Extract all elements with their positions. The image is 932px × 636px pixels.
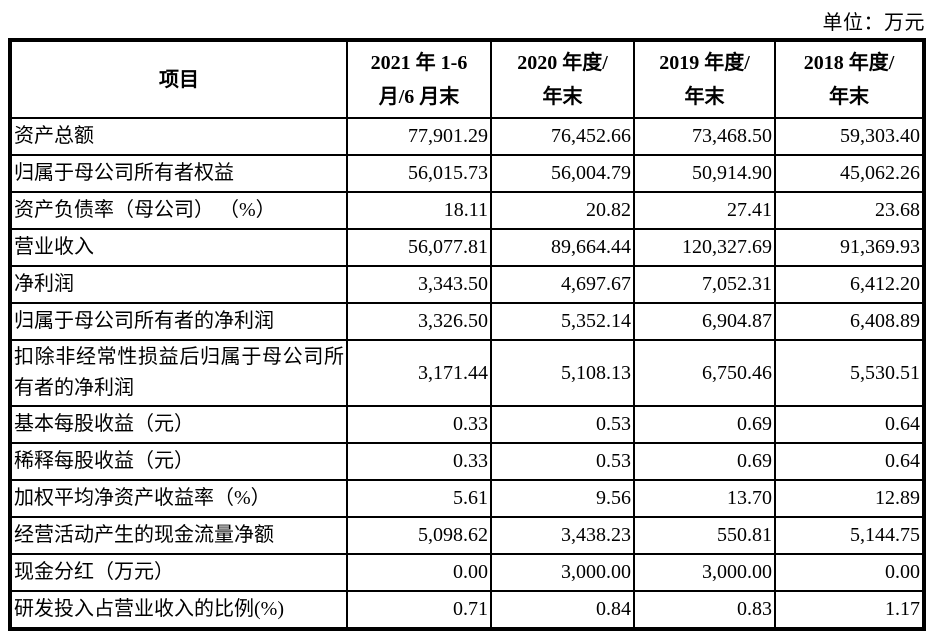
cell-value: 12.89 [774,479,925,518]
table-header: 项目 2021 年 1-6 月/6 月末 2020 年度/ 年末 2019 年度… [9,39,925,119]
cell-value: 3,326.50 [346,302,492,341]
cell-value: 20.82 [490,191,635,230]
cell-value: 0.69 [633,405,776,444]
cell-value: 5,352.14 [490,302,635,341]
cell-value: 3,438.23 [490,516,635,555]
cell-value: 7,052.31 [633,265,776,304]
cell-value: 0.84 [490,590,635,630]
cell-value: 5,098.62 [346,516,492,555]
cell-value: 1.17 [774,590,925,630]
cell-value: 89,664.44 [490,228,635,267]
cell-value: 3,000.00 [490,553,635,592]
cell-value: 0.83 [633,590,776,630]
table-row: 归属于母公司所有者的净利润 3,326.50 5,352.14 6,904.87… [9,302,925,341]
table-row: 扣除非经常性损益后归属于母公司所有者的净利润 3,171.44 5,108.13… [9,339,925,407]
cell-value: 73,468.50 [633,117,776,156]
cell-value: 6,904.87 [633,302,776,341]
row-label: 加权平均净资产收益率（%） [9,479,348,518]
table-row: 资产负债率（母公司） （%） 18.11 20.82 27.41 23.68 [9,191,925,230]
header-row: 项目 2021 年 1-6 月/6 月末 2020 年度/ 年末 2019 年度… [9,39,925,119]
cell-value: 59,303.40 [774,117,925,156]
row-label: 归属于母公司所有者权益 [9,154,348,193]
cell-value: 0.53 [490,405,635,444]
row-label: 研发投入占营业收入的比例(%) [9,590,348,630]
cell-value: 6,750.46 [633,339,776,407]
table-body: 资产总额 77,901.29 76,452.66 73,468.50 59,30… [9,117,925,630]
row-label: 现金分红（万元） [9,553,348,592]
table-row: 资产总额 77,901.29 76,452.66 73,468.50 59,30… [9,117,925,156]
table-row: 基本每股收益（元） 0.33 0.53 0.69 0.64 [9,405,925,444]
table-row: 稀释每股收益（元） 0.33 0.53 0.69 0.64 [9,442,925,481]
row-label: 经营活动产生的现金流量净额 [9,516,348,555]
financial-summary-table: 项目 2021 年 1-6 月/6 月末 2020 年度/ 年末 2019 年度… [8,38,926,631]
cell-value: 0.69 [633,442,776,481]
cell-value: 18.11 [346,191,492,230]
row-label: 归属于母公司所有者的净利润 [9,302,348,341]
cell-value: 120,327.69 [633,228,776,267]
unit-label: 单位：万元 [822,12,925,34]
cell-value: 91,369.93 [774,228,925,267]
cell-value: 0.00 [774,553,925,592]
table-row: 经营活动产生的现金流量净额 5,098.62 3,438.23 550.81 5… [9,516,925,555]
cell-value: 3,000.00 [633,553,776,592]
cell-value: 50,914.90 [633,154,776,193]
row-label: 扣除非经常性损益后归属于母公司所有者的净利润 [9,339,348,407]
cell-value: 9.56 [490,479,635,518]
cell-value: 56,004.79 [490,154,635,193]
cell-value: 5,144.75 [774,516,925,555]
cell-value: 76,452.66 [490,117,635,156]
table-row: 研发投入占营业收入的比例(%) 0.71 0.84 0.83 1.17 [9,590,925,630]
cell-value: 4,697.67 [490,265,635,304]
header-2020: 2020 年度/ 年末 [490,39,635,119]
row-label: 净利润 [9,265,348,304]
cell-value: 13.70 [633,479,776,518]
row-label: 稀释每股收益（元） [9,442,348,481]
header-item: 项目 [9,39,348,119]
table-row: 加权平均净资产收益率（%） 5.61 9.56 13.70 12.89 [9,479,925,518]
table-row: 营业收入 56,077.81 89,664.44 120,327.69 91,3… [9,228,925,267]
cell-value: 0.00 [346,553,492,592]
cell-value: 6,408.89 [774,302,925,341]
cell-value: 77,901.29 [346,117,492,156]
row-label: 资产总额 [9,117,348,156]
cell-value: 5.61 [346,479,492,518]
header-2021: 2021 年 1-6 月/6 月末 [346,39,492,119]
cell-value: 0.33 [346,442,492,481]
cell-value: 550.81 [633,516,776,555]
table-row: 净利润 3,343.50 4,697.67 7,052.31 6,412.20 [9,265,925,304]
row-label: 资产负债率（母公司） （%） [9,191,348,230]
cell-value: 0.71 [346,590,492,630]
cell-value: 27.41 [633,191,776,230]
header-2019: 2019 年度/ 年末 [633,39,776,119]
table-row: 现金分红（万元） 0.00 3,000.00 3,000.00 0.00 [9,553,925,592]
cell-value: 45,062.26 [774,154,925,193]
header-2018: 2018 年度/ 年末 [774,39,925,119]
cell-value: 3,171.44 [346,339,492,407]
row-label: 营业收入 [9,228,348,267]
cell-value: 23.68 [774,191,925,230]
cell-value: 6,412.20 [774,265,925,304]
cell-value: 56,077.81 [346,228,492,267]
cell-value: 3,343.50 [346,265,492,304]
cell-value: 56,015.73 [346,154,492,193]
table-row: 归属于母公司所有者权益 56,015.73 56,004.79 50,914.9… [9,154,925,193]
cell-value: 0.33 [346,405,492,444]
cell-value: 0.53 [490,442,635,481]
cell-value: 0.64 [774,442,925,481]
cell-value: 5,530.51 [774,339,925,407]
row-label: 基本每股收益（元） [9,405,348,444]
cell-value: 5,108.13 [490,339,635,407]
cell-value: 0.64 [774,405,925,444]
